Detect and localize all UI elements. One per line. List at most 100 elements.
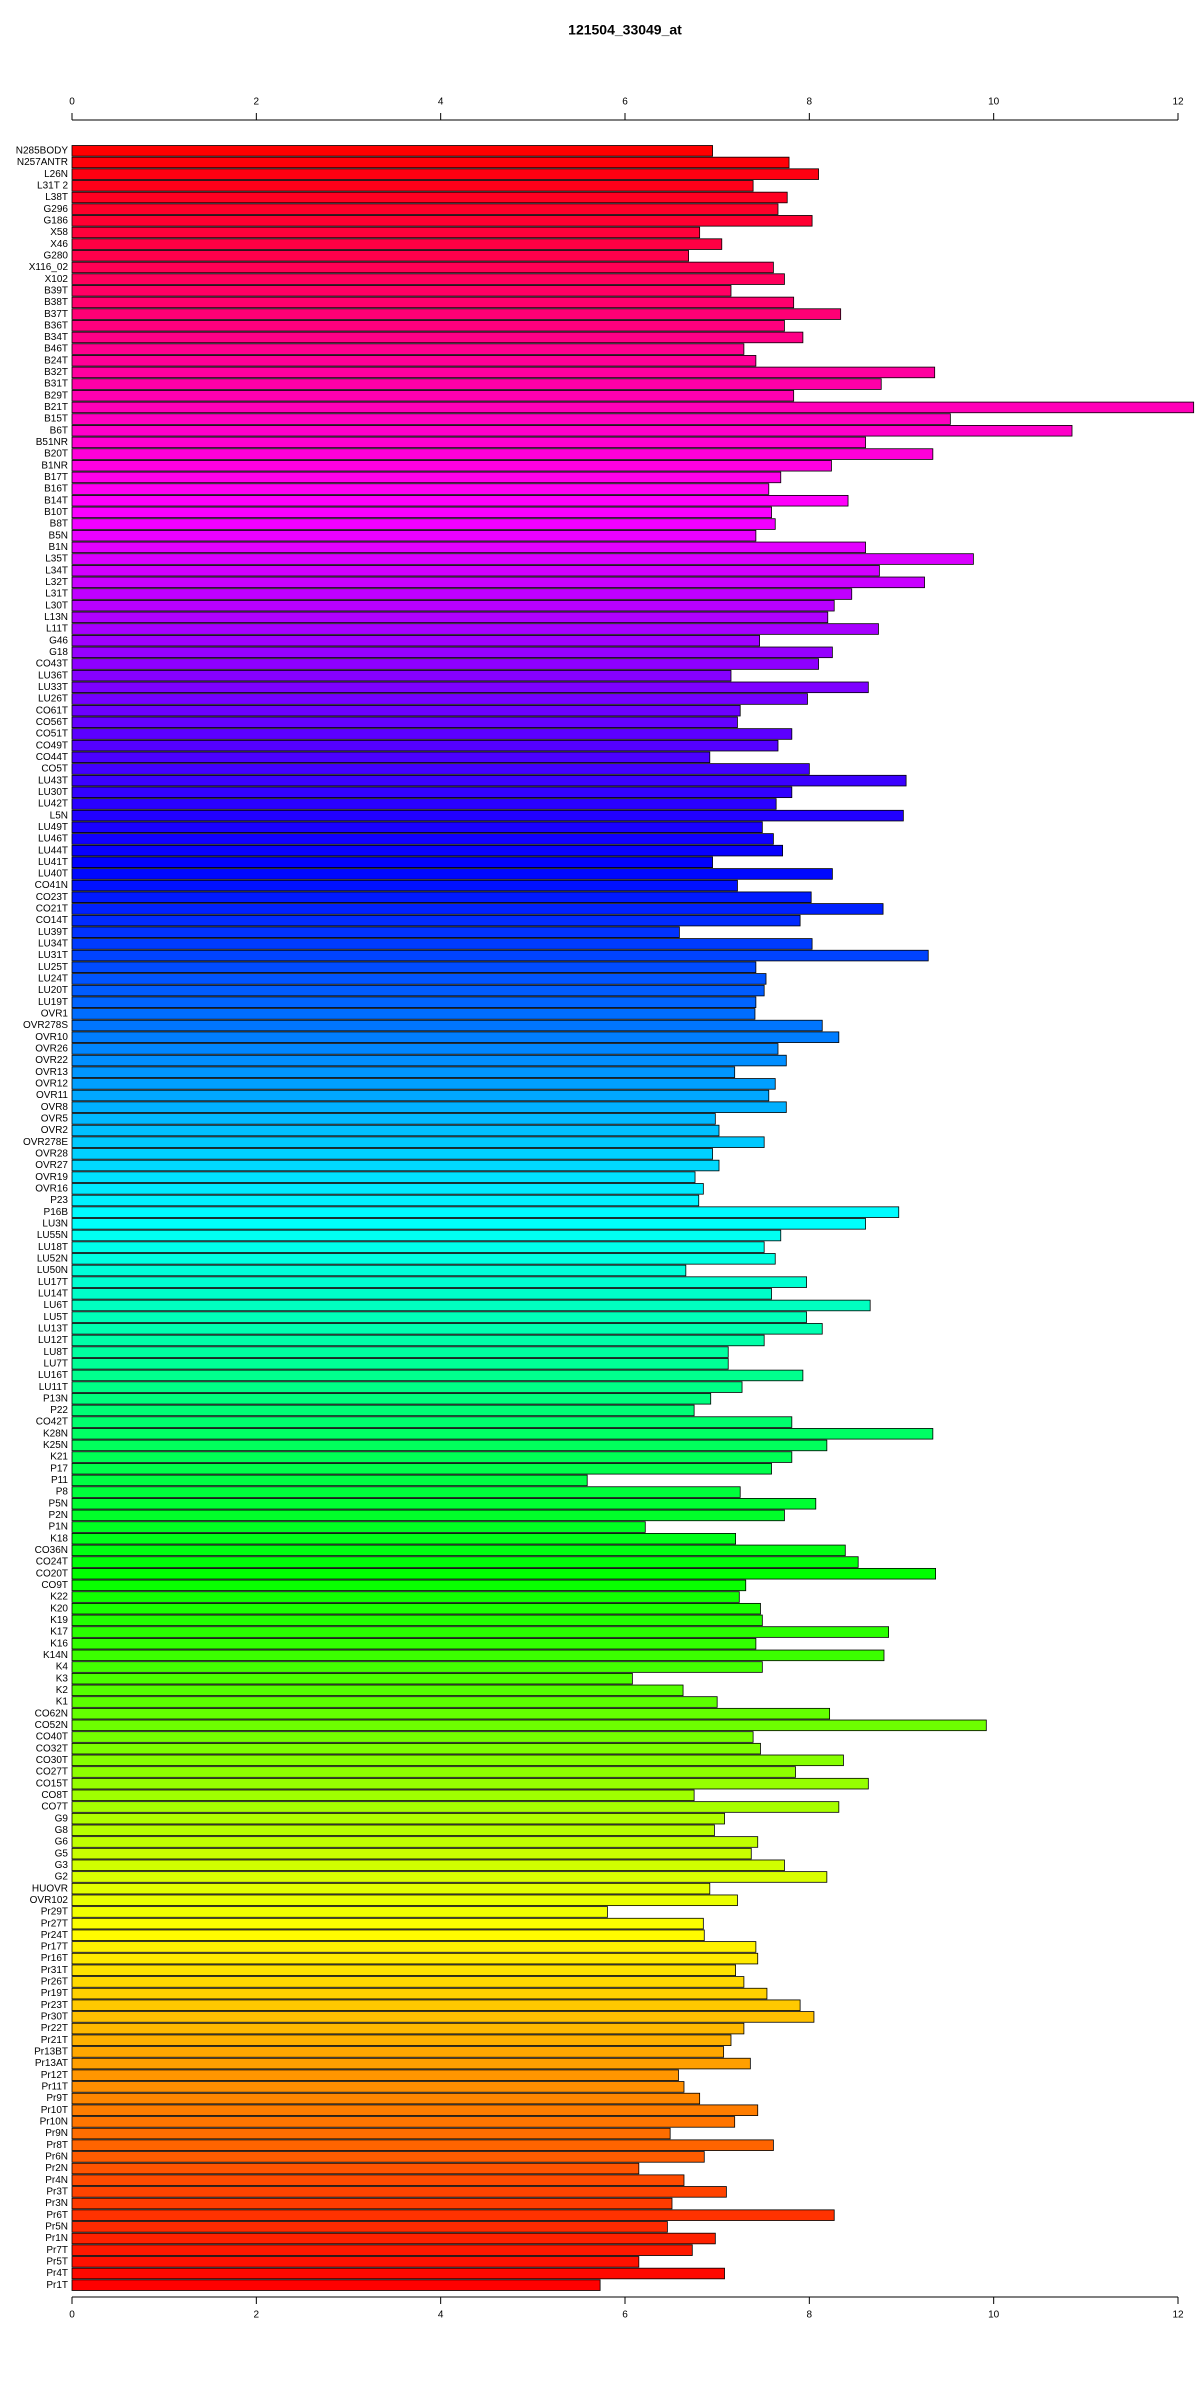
x-tick-label: 2 (254, 2310, 260, 2321)
bar (71, 1614, 763, 1627)
y-tick-label: LU34T (38, 939, 68, 950)
y-tick-label: Pr16T (41, 1953, 68, 1964)
bar (71, 588, 853, 600)
bar (71, 1777, 869, 1790)
y-tick-label: LU55N (37, 1230, 68, 1241)
y-tick-label: HUOVR (32, 1883, 68, 1894)
y-tick-label: CO21T (36, 904, 68, 915)
y-tick-label: B38T (44, 297, 68, 308)
y-tick-label: Pr10N (40, 2117, 68, 2128)
y-tick-label: LU12T (38, 1335, 68, 1346)
bar (71, 1299, 871, 1312)
x-tick-label: 10 (988, 97, 1000, 108)
y-tick-label: CO24T (36, 1557, 68, 1568)
y-tick-label: L31T 2 (37, 180, 68, 191)
bar (71, 693, 808, 705)
bar (71, 1731, 754, 1743)
bar (71, 786, 793, 799)
y-tick-label: Pr11T (42, 2082, 69, 2093)
y-tick-label: K4 (56, 1662, 69, 1673)
y-tick-label: CO20T (36, 1568, 68, 1579)
y-tick-label: G296 (44, 204, 69, 215)
bar (71, 564, 880, 577)
y-tick-label: B32T (44, 367, 68, 378)
y-tick-label: LU26T (38, 694, 68, 705)
bar (71, 471, 782, 484)
bar (71, 2139, 774, 2151)
y-tick-label: CO32T (36, 1743, 68, 1754)
y-tick-label: CO49T (36, 740, 68, 751)
y-tick-label: B16T (44, 484, 68, 495)
bar (71, 1964, 736, 1976)
bar (71, 296, 795, 309)
x-tick-label: 4 (438, 97, 444, 108)
y-tick-label: X58 (50, 227, 68, 238)
bar (71, 2011, 815, 2023)
bar (71, 763, 810, 775)
bar (71, 343, 745, 355)
bar (71, 1521, 646, 1533)
x-tick-label: 6 (622, 97, 628, 108)
y-tick-label: CO23T (36, 892, 68, 903)
bar (71, 1404, 695, 1417)
bar (71, 506, 772, 519)
bar (71, 2092, 701, 2105)
y-tick-label: Pr6N (45, 2152, 68, 2163)
y-tick-label: K2 (56, 1685, 69, 1696)
y-tick-label: B36T (44, 320, 68, 331)
y-tick-label: CO62N (35, 1708, 68, 1719)
y-tick-label: OVR26 (35, 1044, 68, 1055)
bar (71, 1113, 716, 1125)
y-tick-label: K28N (43, 1428, 68, 1439)
bar (71, 1019, 823, 1032)
bar (71, 2256, 640, 2268)
bar (71, 331, 804, 344)
y-tick-label: K19 (50, 1615, 68, 1626)
bar (71, 2151, 705, 2163)
bar (71, 1766, 796, 1778)
x-tick-label: 8 (807, 2310, 813, 2321)
bar (71, 646, 833, 659)
y-tick-label: LU49T (38, 822, 68, 833)
y-tick-label: LU13T (38, 1323, 68, 1334)
y-tick-label: K18 (50, 1533, 68, 1544)
bar (71, 2221, 668, 2233)
y-tick-label: LU8T (44, 1347, 68, 1358)
bar (71, 1941, 757, 1953)
y-tick-label: P5N (49, 1498, 68, 1509)
bar (71, 1661, 763, 1673)
bar (71, 541, 866, 554)
y-tick-label: Pr5N (45, 2221, 68, 2232)
y-tick-label: CO40T (36, 1732, 68, 1743)
bar (71, 1451, 793, 1463)
bar (71, 1416, 793, 1428)
y-tick-label: CO52N (35, 1720, 68, 1731)
y-tick-label: P11 (51, 1475, 68, 1486)
y-tick-label: L34T (45, 565, 68, 576)
y-tick-label: L35T (45, 554, 68, 565)
y-tick-label: OVR13 (35, 1067, 68, 1078)
y-tick-label: B31T (44, 379, 68, 390)
bar (71, 1579, 747, 1592)
bar (71, 2104, 759, 2116)
y-tick-label: B51NR (36, 437, 68, 448)
bar (71, 576, 925, 589)
bar (71, 716, 738, 729)
bar (71, 914, 801, 927)
bar (71, 996, 757, 1008)
bar (71, 215, 813, 227)
bar (71, 1358, 729, 1370)
y-tick-label: L38T (45, 192, 68, 203)
bar (71, 553, 974, 565)
y-tick-label: G18 (49, 647, 68, 658)
bar (71, 1754, 844, 1767)
x-tick-label: 6 (622, 2310, 628, 2321)
bar (71, 1999, 801, 2011)
y-tick-label: CO41N (35, 880, 68, 891)
bar (71, 1847, 752, 1860)
bar (71, 390, 795, 402)
bar (71, 1439, 828, 1452)
bar (71, 2034, 732, 2046)
bar (71, 1264, 687, 1277)
